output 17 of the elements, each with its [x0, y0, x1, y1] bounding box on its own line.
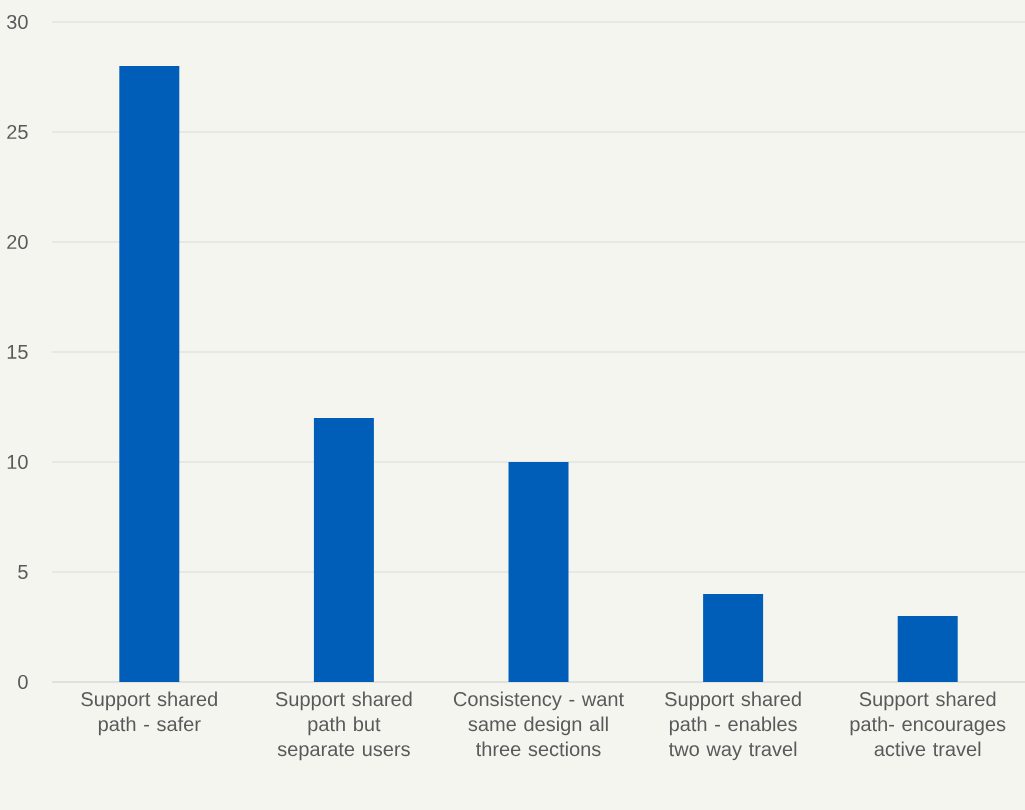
y-tick-label: 25 [7, 124, 28, 140]
x-tick-label: Support shared path - enables two way travel [665, 691, 801, 761]
bar [313, 417, 374, 682]
x-tick-label: Consistency - want same design all three sections [453, 691, 624, 757]
bar [508, 461, 569, 682]
bar [897, 615, 958, 682]
bar [119, 65, 180, 682]
bar [703, 593, 764, 682]
y-tick-label: 15 [7, 345, 28, 359]
y-tick-label: 10 [7, 454, 28, 470]
y-tick-label: 0 [18, 674, 28, 690]
x-tick-label: Support shared path - safer [81, 691, 217, 736]
x-tick-label: Support shared path- encourages active travel [850, 691, 1006, 757]
y-tick-label: 30 [7, 14, 28, 30]
x-tick-label: Support shared path but separate users [275, 691, 412, 761]
y-tick-label: 5 [18, 565, 28, 579]
y-tick-label: 20 [7, 234, 28, 250]
